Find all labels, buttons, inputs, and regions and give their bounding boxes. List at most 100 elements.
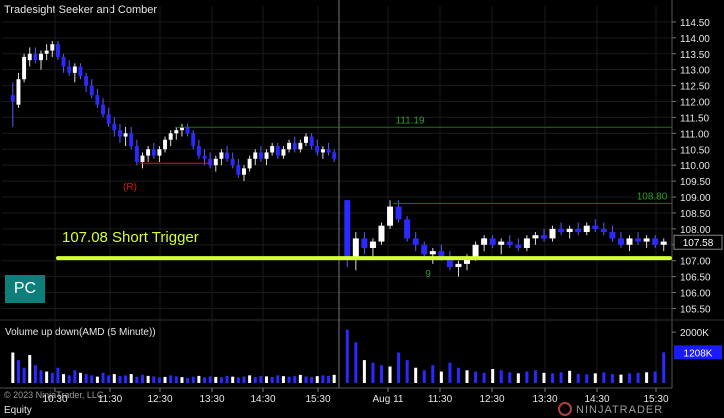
candle-body (196, 146, 201, 156)
volume-bar (645, 372, 649, 383)
pc-button[interactable]: PC (5, 275, 45, 303)
candle-body (643, 238, 650, 242)
candle-body (320, 149, 325, 153)
volume-bar (248, 375, 252, 383)
y-tick-label: 112.00 (680, 98, 710, 109)
candle-body (185, 126, 190, 134)
current-price-box (673, 234, 723, 250)
volume-bar (62, 374, 66, 383)
candle-body (101, 104, 105, 115)
volume-bar (354, 342, 358, 383)
x-tick-label: 14:30 (584, 394, 609, 405)
brand-text: NINJATRADER (576, 404, 663, 416)
candle-body (174, 130, 179, 134)
candle-body (275, 146, 280, 156)
volume-bar (191, 376, 195, 383)
candle-body (117, 130, 122, 137)
candle-body (387, 206, 394, 226)
candle-body (27, 53, 32, 61)
volume-bar (304, 376, 308, 383)
candle-body (219, 152, 224, 159)
volume-bar (84, 374, 88, 383)
volume-bar (152, 376, 156, 383)
x-tick-label: Aug 11 (373, 394, 404, 405)
y-tick-label: 110.50 (680, 145, 710, 156)
candle-body (558, 228, 565, 233)
candle-body (523, 238, 530, 248)
volume-bar (270, 376, 274, 383)
volume-bar (231, 376, 235, 383)
candle-body (617, 238, 624, 245)
candle-body (134, 146, 139, 162)
x-tick-label: 14:30 (250, 394, 275, 405)
volume-bar (174, 376, 178, 383)
candle-body (464, 257, 471, 264)
volume-bar (551, 373, 555, 383)
volume-bar (332, 374, 336, 383)
candle-body (540, 235, 547, 239)
candle-body (326, 149, 331, 153)
volume-bar (310, 376, 314, 383)
volume-bar (135, 376, 139, 383)
candle-body (309, 136, 314, 147)
candle-body (315, 146, 320, 153)
candle-body (298, 142, 303, 150)
candle-body (287, 142, 292, 150)
volume-bar (619, 374, 623, 383)
volume-bar (499, 370, 503, 383)
level-label-111-19: 111.19 (395, 115, 425, 126)
volume-bar (422, 370, 426, 383)
volume-bar (345, 329, 349, 383)
candle-body (583, 225, 590, 233)
candle-body (202, 155, 207, 159)
y-tick-label: 106.00 (680, 289, 711, 300)
candle-body (106, 114, 111, 124)
volume-bar (298, 374, 302, 383)
candle-body (16, 79, 21, 105)
volume-bar (225, 375, 229, 383)
volume-bar (16, 360, 20, 383)
candle-body (455, 263, 462, 268)
volume-bar (388, 366, 392, 383)
volume-current-box (674, 345, 722, 360)
candle-body (609, 232, 616, 239)
volume-bar (112, 374, 116, 383)
volume-bar (628, 373, 632, 383)
volume-bar (456, 367, 460, 383)
candle-body (78, 66, 83, 77)
volume-bar (95, 376, 99, 383)
candle-body (95, 95, 100, 105)
y-tick-label: 111.50 (680, 113, 710, 124)
candle-body (515, 244, 522, 248)
candle-body (208, 158, 213, 166)
candle-body (89, 85, 94, 96)
candle-body (44, 50, 49, 54)
candle-body (281, 149, 286, 156)
volume-bar (662, 352, 666, 383)
copyright-text: © 2023 NinjaTrader, LLC (4, 390, 104, 400)
candle-body (532, 235, 539, 239)
volume-bar (169, 375, 173, 383)
y-tick-label: 114.50 (680, 18, 710, 29)
candle-body (421, 244, 428, 255)
volume-bar (124, 375, 128, 383)
volume-bar (474, 371, 478, 383)
volume-bar (602, 372, 606, 383)
candle-body (157, 149, 162, 156)
candle-body (270, 146, 275, 153)
volume-bar (203, 377, 207, 383)
candle-body (67, 66, 72, 73)
volume-bar (157, 377, 161, 383)
candle-body (225, 152, 230, 159)
candle-body (22, 56, 27, 80)
volume-bar (431, 365, 435, 383)
y-tick-label: 109.50 (680, 177, 711, 188)
x-tick-label: 12:30 (479, 394, 504, 405)
candle-body (140, 155, 145, 162)
volume-bar (533, 370, 537, 383)
volume-bar (482, 372, 486, 383)
candle-body (61, 56, 66, 67)
candle-body (481, 238, 488, 245)
